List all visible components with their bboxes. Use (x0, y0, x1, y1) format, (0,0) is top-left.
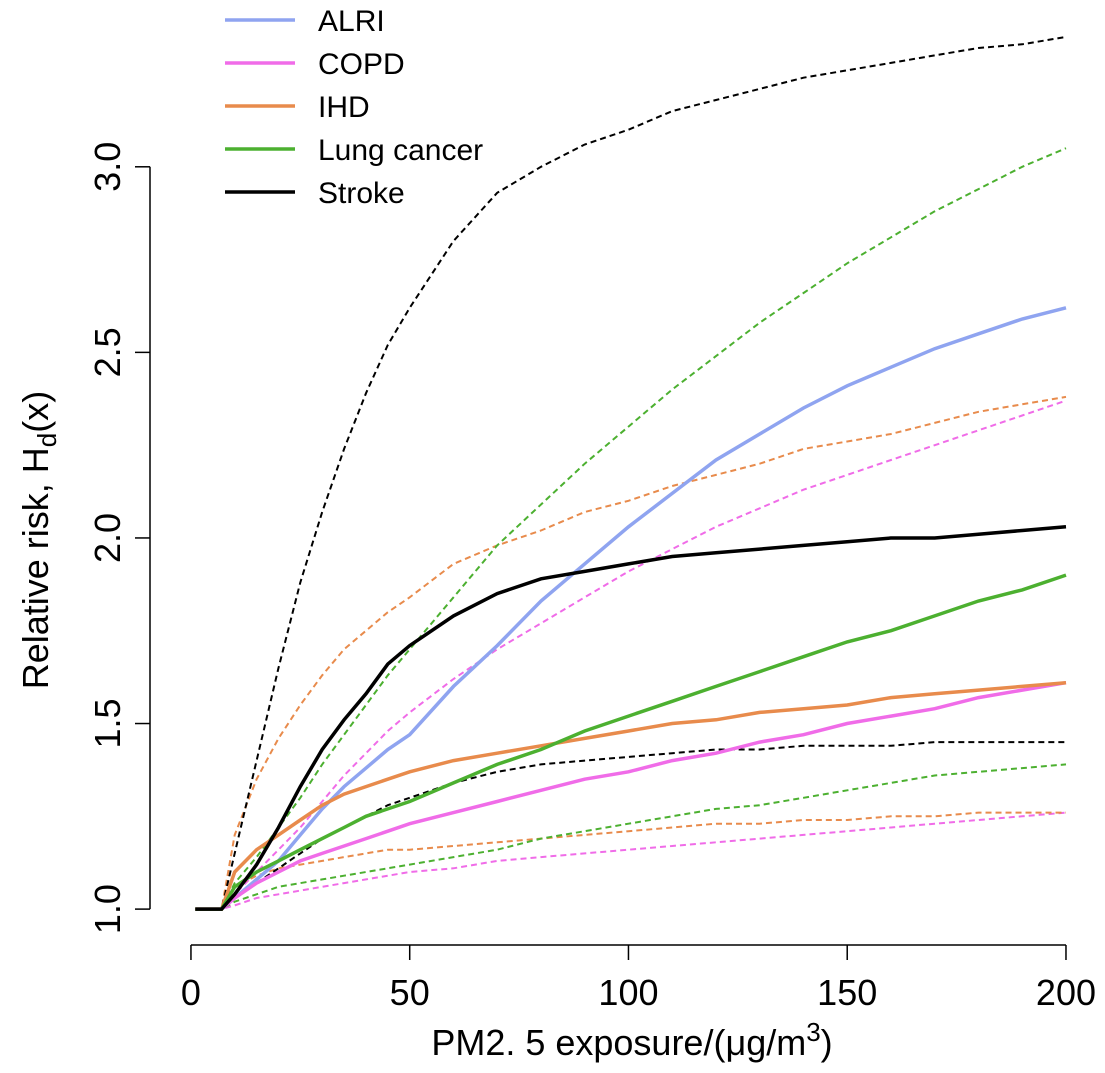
legend-label: Stroke (318, 177, 405, 210)
bound-line (195, 35, 1067, 911)
y-tick-label: 2.0 (87, 513, 128, 563)
y-tick-label: 2.5 (87, 327, 128, 377)
legend-label: IHD (318, 91, 370, 124)
x-axis-label: PM2. 5 exposure/(μg/m3) (431, 1017, 832, 1063)
legend-label: Lung cancer (318, 134, 483, 167)
y-axis-label-text: Relative risk, H (15, 447, 56, 689)
legend-label: COPD (318, 48, 405, 81)
bound-line (195, 395, 1067, 911)
x-tick-label: 200 (1036, 972, 1096, 1013)
bound-line (195, 811, 1066, 911)
series-line (195, 306, 1067, 911)
bound-line (195, 811, 1067, 911)
bound-line (195, 399, 1067, 911)
bound-line (195, 741, 1066, 911)
y-tick-label: 1.0 (87, 884, 128, 934)
x-axis-label-text: PM2. 5 exposure/(μg/m (431, 1022, 806, 1063)
series-line (195, 573, 1067, 911)
x-axis-label-suffix: ) (821, 1022, 833, 1063)
legend-label: ALRI (318, 5, 385, 38)
x-tick-label: 0 (181, 972, 201, 1013)
y-axis-label: Relative risk, Hd(x) (15, 391, 62, 690)
series-line (195, 525, 1067, 911)
y-tick-label: 3.0 (87, 142, 128, 192)
bound-line (195, 147, 1067, 911)
x-tick-label: 150 (817, 972, 877, 1013)
y-axis-label-sub: d (32, 433, 62, 447)
x-tick-label: 100 (598, 972, 658, 1013)
y-tick-label: 1.5 (87, 699, 128, 749)
x-axis-label-sup: 3 (806, 1017, 820, 1047)
series-line (195, 680, 1067, 911)
series-line (195, 680, 1067, 911)
x-tick-label: 50 (390, 972, 430, 1013)
y-axis-label-suffix: (x) (15, 391, 56, 433)
bound-line (195, 763, 1067, 911)
